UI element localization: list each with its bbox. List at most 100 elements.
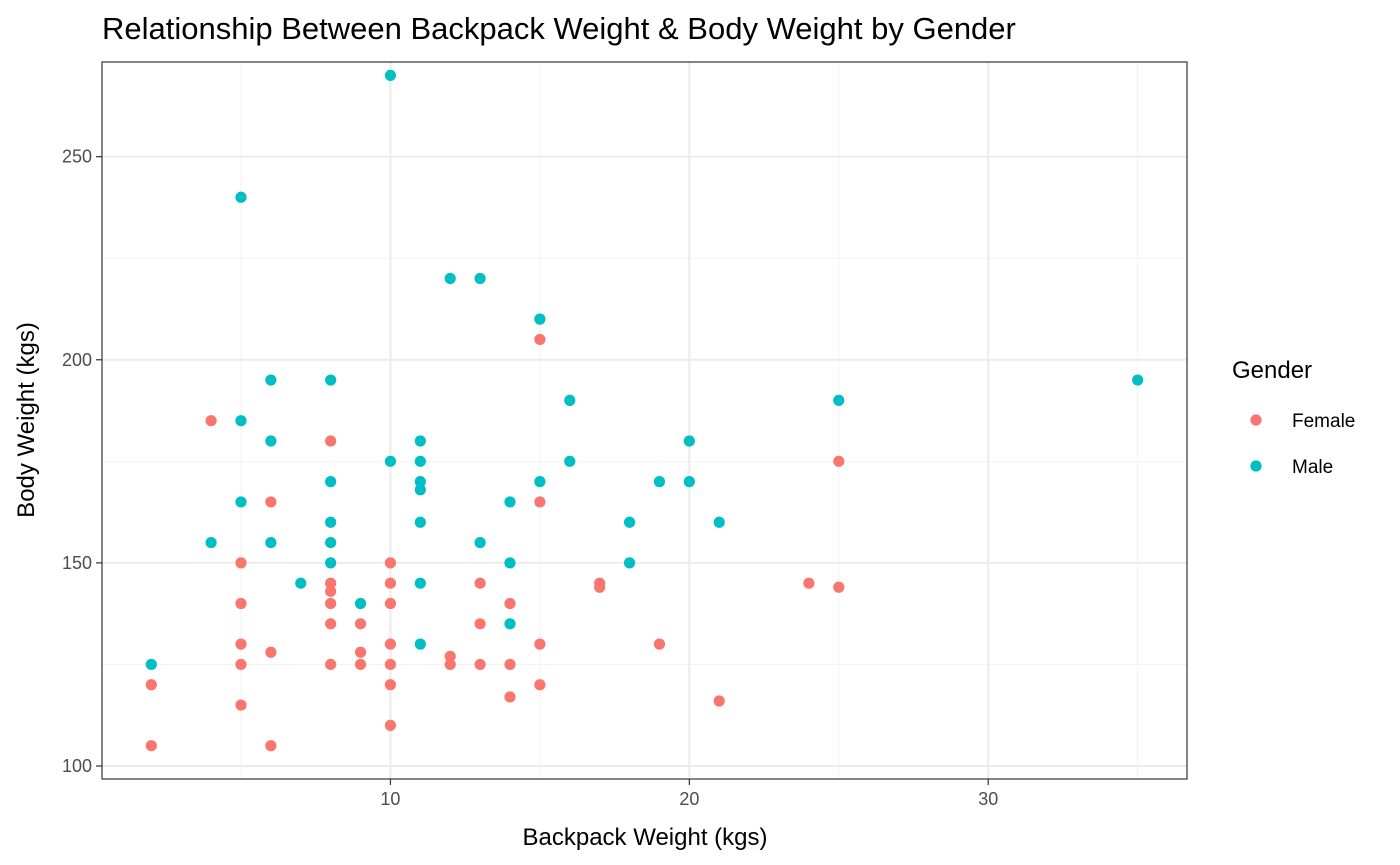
data-point-male — [1132, 374, 1144, 386]
data-point-male — [354, 597, 367, 610]
data-point-male — [683, 435, 695, 447]
data-point-male — [683, 476, 695, 488]
x-axis-title: Backpack Weight (kgs) — [523, 824, 768, 851]
data-point-female — [594, 581, 606, 593]
data-point-female — [325, 577, 337, 589]
y-tick-label: 100 — [62, 756, 92, 776]
data-point-female — [534, 638, 546, 650]
chart-title: Relationship Between Backpack Weight & B… — [102, 11, 1016, 46]
data-point-female — [235, 638, 247, 650]
data-point-female — [235, 597, 247, 610]
data-point-male — [534, 476, 546, 488]
axes: 10 20 30 100 150 200 250 — [62, 147, 998, 809]
data-point-female — [384, 658, 397, 671]
data-point-female — [325, 597, 337, 610]
data-point-male — [325, 516, 337, 528]
data-point-male — [534, 313, 546, 325]
plot-panel — [101, 61, 1188, 780]
data-point-female — [384, 638, 397, 650]
data-point-male — [325, 557, 337, 569]
data-point-male — [444, 272, 456, 285]
data-point-female — [384, 577, 397, 589]
data-point-female — [474, 618, 486, 630]
data-point-female — [384, 719, 397, 731]
data-point-female — [803, 577, 815, 589]
data-point-male — [235, 415, 247, 427]
data-point-female — [325, 618, 337, 630]
data-point-female — [205, 415, 217, 427]
legend-key-female — [1250, 414, 1262, 426]
data-point-male — [325, 374, 337, 386]
data-point-male — [145, 658, 157, 671]
data-point-female — [713, 695, 725, 707]
data-point-female — [384, 597, 397, 610]
data-point-male — [474, 536, 486, 549]
data-point-female — [444, 658, 456, 671]
data-points — [145, 69, 1144, 752]
data-point-male — [564, 394, 576, 406]
data-point-male — [623, 516, 636, 528]
data-point-female — [384, 557, 397, 569]
data-point-female — [833, 581, 845, 593]
data-point-male — [474, 272, 486, 285]
data-point-female — [653, 638, 666, 650]
data-point-male — [504, 618, 516, 630]
data-point-male — [384, 455, 397, 467]
data-point-female — [265, 740, 277, 752]
y-tick-label: 150 — [62, 553, 92, 573]
data-point-male — [205, 536, 217, 549]
data-point-male — [325, 536, 337, 549]
data-point-female — [504, 658, 516, 671]
data-point-female — [384, 679, 397, 691]
data-point-female — [354, 658, 367, 671]
data-point-male — [235, 496, 247, 508]
data-point-female — [325, 658, 337, 671]
data-point-female — [534, 679, 546, 691]
data-point-female — [265, 646, 277, 658]
data-point-female — [235, 658, 247, 671]
data-point-male — [414, 435, 426, 447]
data-point-female — [534, 333, 546, 346]
data-point-female — [833, 455, 845, 467]
data-point-male — [325, 476, 337, 488]
data-point-male — [384, 69, 397, 82]
grid — [102, 62, 1187, 779]
y-axis-title: Body Weight (kgs) — [13, 322, 40, 518]
legend-label-male: Male — [1292, 457, 1333, 478]
x-tick-label: 20 — [679, 789, 699, 809]
data-point-male — [265, 374, 277, 386]
data-point-female — [534, 496, 546, 508]
data-point-female — [325, 435, 337, 447]
data-point-female — [354, 646, 367, 658]
data-point-female — [145, 679, 157, 691]
x-tick-label: 30 — [978, 789, 998, 809]
data-point-male — [414, 516, 426, 528]
x-tick-label: 10 — [380, 789, 400, 809]
data-point-female — [145, 740, 157, 752]
data-point-male — [564, 455, 576, 467]
data-point-female — [504, 597, 516, 610]
data-point-male — [504, 496, 516, 508]
data-point-male — [265, 536, 277, 549]
y-tick-label: 200 — [62, 350, 92, 370]
data-point-male — [414, 638, 426, 650]
data-point-female — [265, 496, 277, 508]
data-point-female — [235, 557, 247, 569]
legend: Gender Female Male — [1232, 357, 1355, 478]
data-point-male — [414, 455, 426, 467]
data-point-female — [474, 658, 486, 671]
data-point-male — [653, 476, 666, 488]
legend-key-male — [1250, 460, 1262, 472]
y-tick-label: 250 — [62, 147, 92, 167]
data-point-female — [325, 585, 337, 597]
data-point-female — [354, 618, 367, 630]
data-point-female — [235, 699, 247, 711]
data-point-male — [414, 476, 426, 488]
data-point-male — [713, 516, 725, 528]
data-point-male — [414, 577, 426, 589]
data-point-male — [623, 557, 636, 569]
data-point-male — [414, 484, 426, 496]
legend-label-female: Female — [1292, 411, 1355, 432]
data-point-female — [474, 577, 486, 589]
